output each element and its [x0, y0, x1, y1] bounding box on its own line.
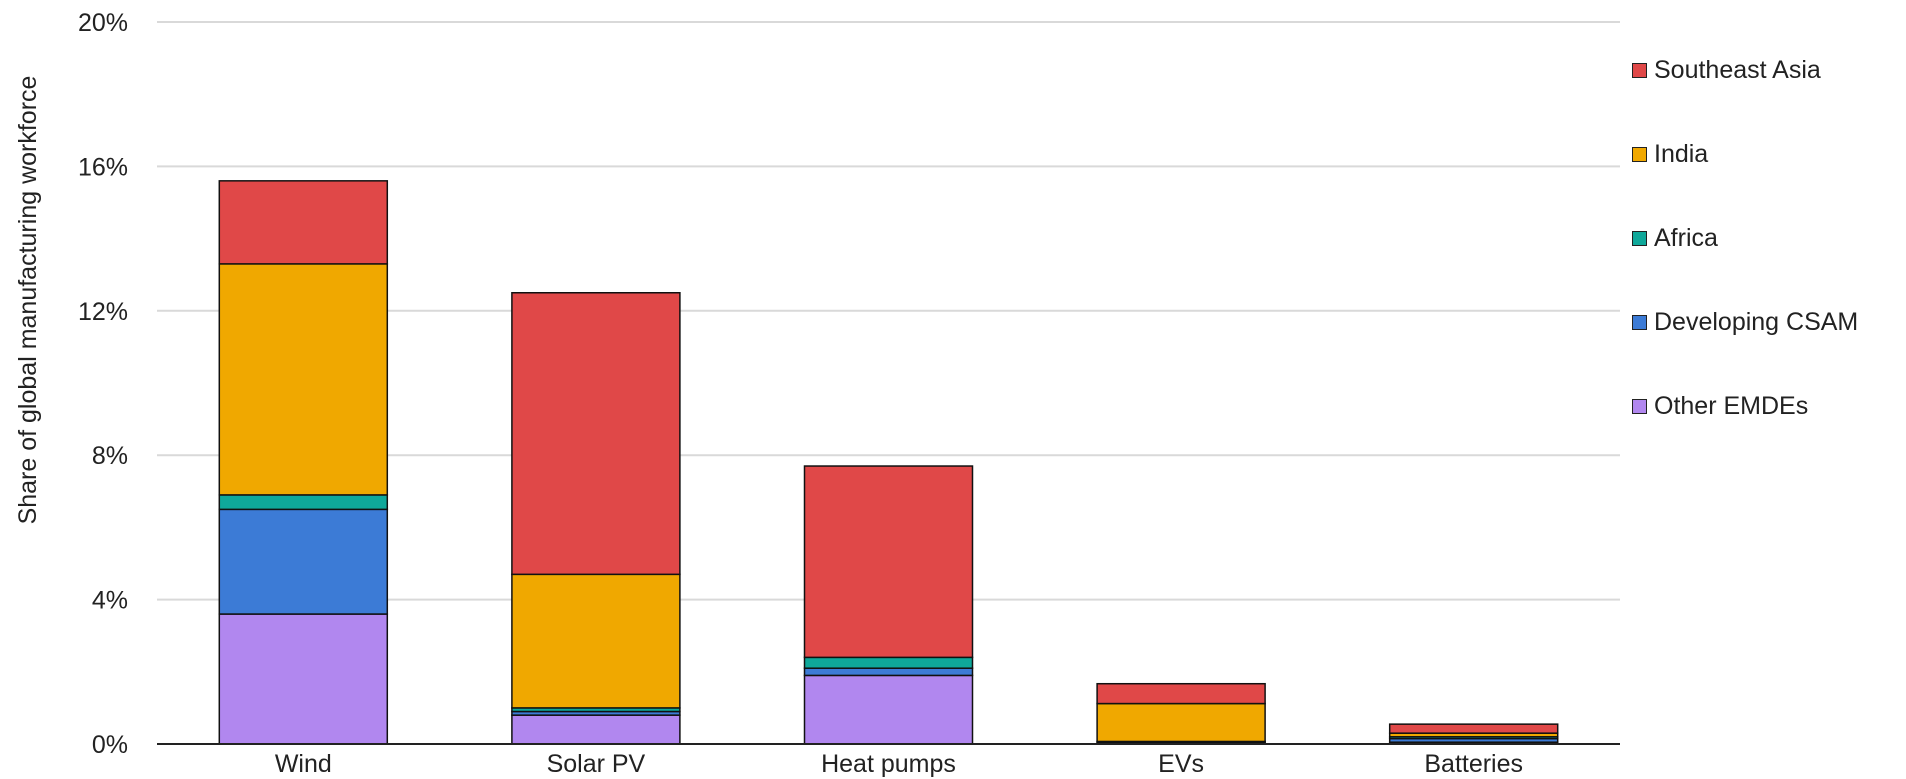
legend-label: Southeast Asia: [1654, 55, 1821, 84]
legend-item-africa[interactable]: Africa: [1632, 196, 1858, 280]
legend-label: Developing CSAM: [1654, 307, 1859, 336]
x-tick-label: Heat pumps: [821, 750, 956, 778]
legend-swatch-india: [1632, 146, 1647, 162]
x-tick-labels: Wind Solar PV Heat pumps EVs Batteries: [275, 750, 1523, 778]
legend-item-india[interactable]: India: [1632, 112, 1858, 196]
bar-segment: [803, 674, 974, 745]
bar-segment: [803, 667, 974, 677]
legend-item-other-emdes[interactable]: Other EMDEs: [1632, 364, 1858, 448]
legend-item-southeast-asia[interactable]: Southeast Asia: [1632, 28, 1858, 112]
y-tick-label: 20%: [78, 9, 128, 37]
bar-segment: [218, 508, 389, 615]
bar-segment: [218, 494, 389, 511]
bar-segment: [1096, 702, 1266, 743]
y-axis-label: Share of global manufacturing workforce: [14, 76, 42, 525]
legend-swatch-southeast-asia: [1632, 62, 1647, 78]
x-tick-label: Batteries: [1424, 750, 1523, 778]
bar-segment: [1096, 682, 1266, 705]
y-tick-label: 12%: [78, 298, 128, 326]
gridlines: [157, 21, 1620, 601]
y-tick-label: 4%: [92, 587, 128, 615]
bar-segment: [511, 714, 681, 745]
legend-label: India: [1654, 139, 1709, 168]
bar-segment: [218, 180, 389, 265]
legend-swatch-developing-csam: [1632, 314, 1647, 330]
bars: [218, 180, 1559, 745]
bar-segment: [218, 613, 389, 745]
bar-segment: [1388, 723, 1559, 734]
x-tick-label: Wind: [275, 750, 332, 778]
bar-segment: [803, 656, 974, 669]
legend-item-developing-csam[interactable]: Developing CSAM: [1632, 280, 1858, 364]
y-tick-labels: 0% 4% 8% 12% 16% 20%: [78, 9, 128, 759]
y-tick-label: 0%: [92, 731, 128, 759]
legend-label: Other EMDEs: [1654, 391, 1809, 420]
bar-segment: [803, 465, 974, 659]
legend-label: Africa: [1654, 223, 1718, 252]
legend-swatch-africa: [1632, 230, 1647, 246]
legend: Southeast Asia India Africa Developing C…: [1632, 28, 1858, 448]
bar-segment: [511, 573, 681, 709]
x-tick-label: Solar PV: [547, 750, 646, 778]
y-tick-label: 16%: [78, 153, 128, 181]
legend-swatch-other-emdes: [1632, 398, 1647, 414]
bar-segment: [511, 292, 681, 576]
bar-segment: [218, 263, 389, 496]
y-tick-label: 8%: [92, 442, 128, 470]
x-tick-label: EVs: [1158, 750, 1204, 778]
